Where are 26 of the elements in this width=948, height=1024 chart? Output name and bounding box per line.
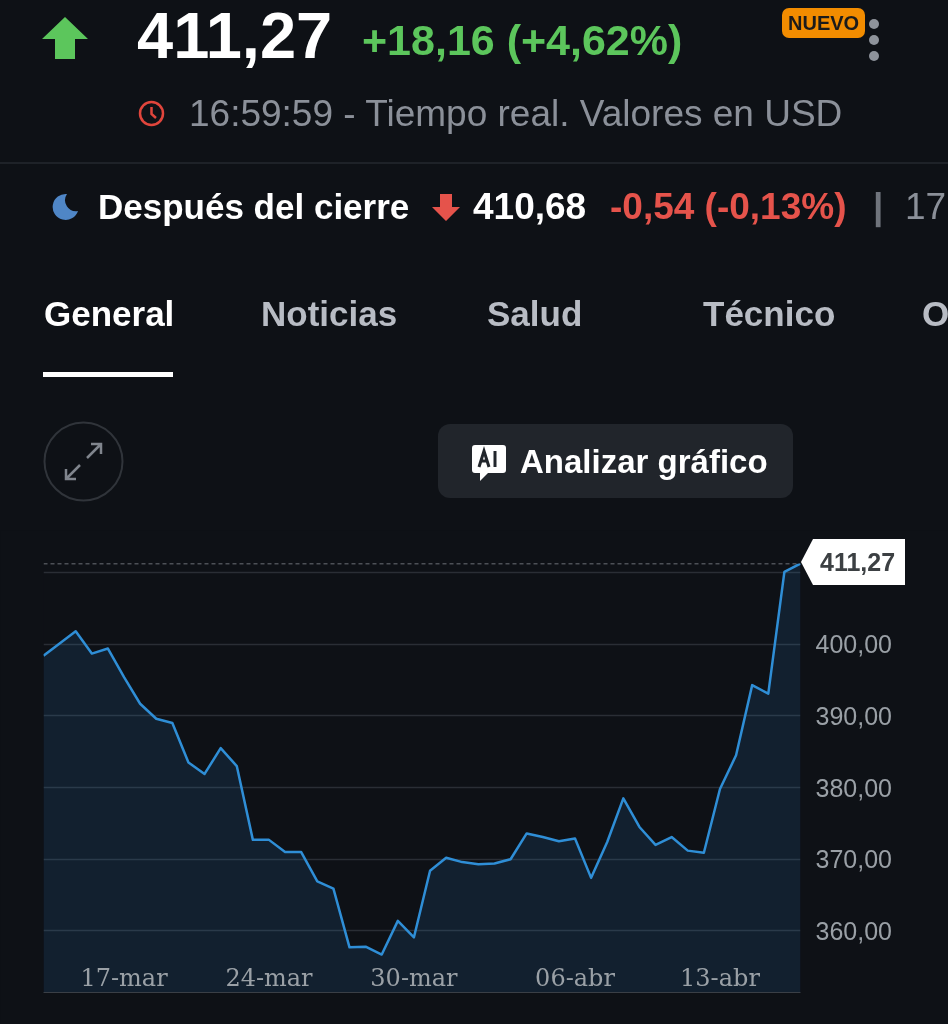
text: NUEVO	[782, 8, 866, 38]
text: O	[922, 294, 948, 333]
x-tick-label: 06-abr	[535, 963, 616, 992]
text: 16:59:59 - Tiempo real. Valores en USD	[189, 93, 843, 134]
text: Noticias	[261, 294, 398, 333]
x-tick-label: 30-mar	[370, 963, 459, 992]
text: General	[44, 294, 175, 333]
text: Después del cierre	[98, 187, 410, 226]
y-tick-label: 360,00	[815, 916, 892, 945]
y-tick-label: 370,00	[815, 845, 892, 874]
y-tick-label: 400,00	[815, 630, 892, 659]
text: 17	[905, 186, 947, 227]
text: Salud	[487, 294, 583, 333]
text: 410,68	[473, 186, 587, 227]
x-tick-label: 13-abr	[680, 963, 761, 992]
y-tick-label: 380,00	[815, 773, 892, 802]
ref-line-label: 411,27	[813, 539, 906, 585]
x-tick-label: 24-mar	[225, 963, 314, 992]
chart-title: 411,27	[137, 0, 333, 72]
text: -0,54 (-0,13%)	[610, 186, 847, 227]
text: Analizar gráfico	[520, 443, 768, 480]
text: |	[873, 186, 884, 227]
text: Técnico	[703, 294, 836, 333]
y-tick-label: 390,00	[815, 701, 892, 730]
x-tick-label: 17-mar	[80, 963, 169, 992]
chart-subtitle: +18,16 (+4,62%)	[362, 16, 683, 64]
